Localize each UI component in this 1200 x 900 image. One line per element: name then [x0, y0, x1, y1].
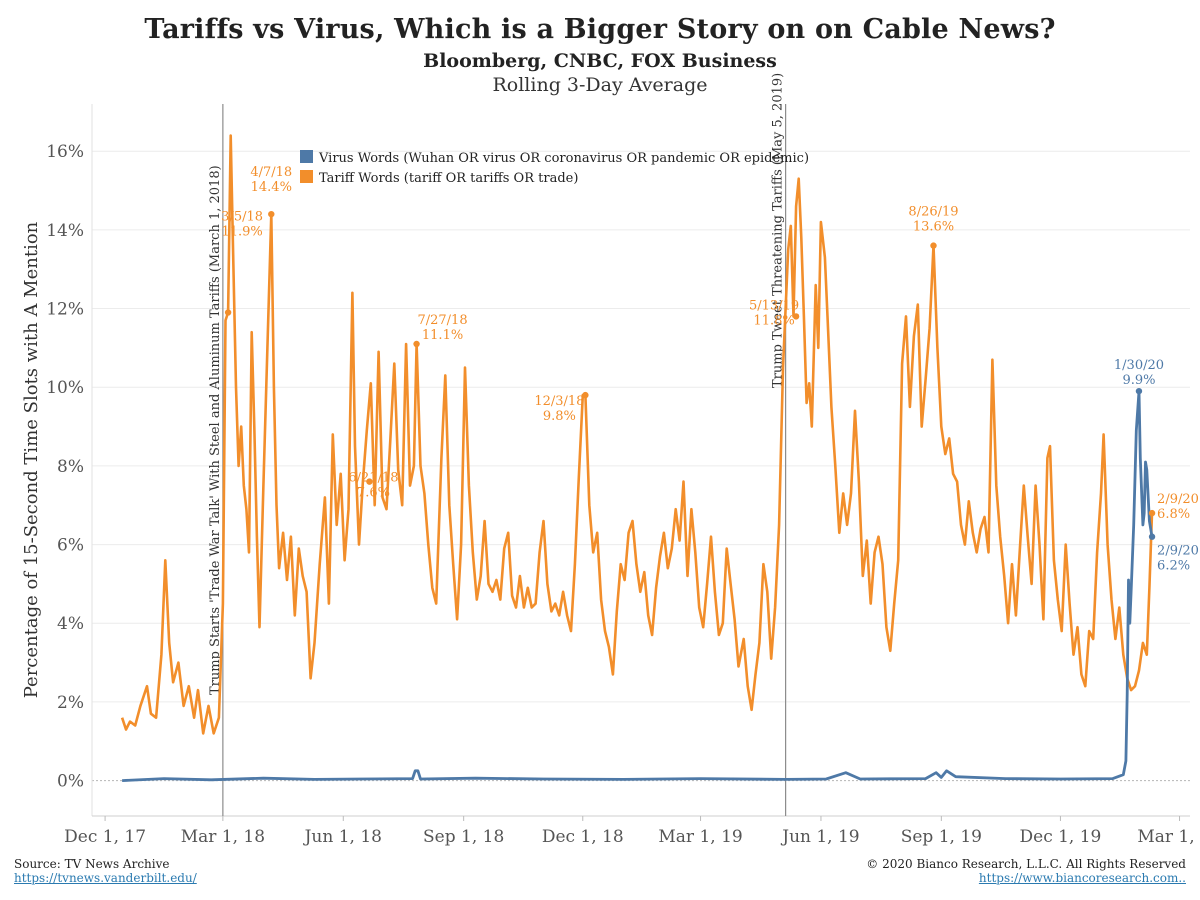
tariff-annotation-point	[268, 210, 275, 218]
copyright-text: © 2020 Bianco Research, L.L.C. All Right…	[866, 857, 1186, 871]
y-tick-label: 4%	[57, 614, 84, 634]
y-tick-label: 2%	[57, 693, 84, 713]
annotation-value-label: 11.8%	[753, 313, 794, 328]
legend-swatch	[300, 170, 313, 183]
x-tick-label: Dec 1, 18	[542, 827, 624, 847]
annotation-date-label: 3/5/18	[221, 209, 263, 224]
tariff-annotation-point	[582, 391, 589, 399]
chart-subtitle: Bloomberg, CNBC, FOX Business	[423, 50, 777, 72]
annotation-value-label: 11.1%	[422, 328, 463, 343]
tariff-annotation-point	[792, 313, 800, 320]
annotation-value-label: 14.4%	[251, 180, 292, 195]
reference-line-label: Trump Tweet Threatening Tariffs (May 5, …	[771, 73, 786, 388]
x-tick-label: Dec 1, 19	[1020, 827, 1102, 847]
x-tick-label: Jun 1, 18	[303, 827, 382, 847]
annotation-date-label: 6/21/18	[348, 471, 398, 486]
annotation-date-label: 4/7/18	[250, 165, 292, 180]
virus-annotation-point	[1135, 387, 1143, 395]
tariff-series-line	[120, 134, 1154, 735]
annotation-date-label: 12/3/18	[534, 394, 584, 409]
legend-entry: Virus Words (Wuhan OR virus OR coronavir…	[318, 151, 809, 166]
tariff-annotation-point	[366, 478, 373, 485]
x-tick-label: Mar 1, 20	[1137, 827, 1200, 847]
annotation-value-label: 9.9%	[1122, 373, 1155, 388]
annotation-date-label: 8/26/19	[908, 205, 958, 220]
annotation-value-label: 9.8%	[543, 409, 576, 424]
annotation-date-label: 1/30/20	[1114, 358, 1164, 373]
annotation-date-label: 5/13/19	[749, 298, 799, 313]
tariff-annotation-point	[1148, 509, 1156, 517]
legend-swatch	[300, 150, 313, 163]
y-tick-label: 0%	[57, 772, 84, 792]
x-tick-label: Sep 1, 19	[901, 827, 982, 847]
annotation-date-label: 2/9/20	[1157, 544, 1199, 559]
tariff-annotation-point	[930, 242, 937, 249]
virus-series-line	[122, 389, 1154, 782]
annotation-date-label: 7/27/18	[417, 313, 467, 328]
source-link[interactable]: https://tvnews.vanderbilt.edu/	[14, 871, 197, 885]
annotation-value-label: 6.2%	[1157, 559, 1190, 574]
annotation-date-label: 2/9/20	[1157, 492, 1199, 507]
tariff-annotation-point	[224, 309, 232, 316]
annotation-value-label: 13.6%	[913, 220, 954, 235]
virus-annotation-point	[1148, 533, 1156, 540]
annotation-value-label: 7.6%	[357, 486, 390, 501]
x-tick-label: Mar 1, 18	[181, 827, 265, 847]
reference-line-label: Trump Starts 'Trade War Talk' With Steel…	[208, 165, 223, 695]
y-tick-label: 8%	[57, 457, 84, 477]
legend-entry: Tariff Words (tariff OR tariffs OR trade…	[319, 171, 578, 186]
x-tick-label: Sep 1, 18	[423, 827, 504, 847]
x-tick-label: Dec 1, 17	[64, 827, 146, 847]
x-tick-label: Mar 1, 19	[658, 827, 742, 847]
tariff-annotation-point	[413, 340, 420, 348]
y-tick-label: 14%	[46, 221, 84, 241]
y-tick-label: 10%	[46, 378, 84, 398]
chart-title: Tariffs vs Virus, Which is a Bigger Stor…	[144, 14, 1056, 45]
y-tick-label: 16%	[46, 142, 84, 162]
chart-subtitle-rolling: Rolling 3-Day Average	[492, 74, 708, 96]
y-tick-label: 12%	[46, 300, 84, 320]
y-tick-label: 6%	[57, 536, 84, 556]
y-axis-title: Percentage of 15-Second Time Slots with …	[21, 221, 42, 698]
source-label: Source: TV News Archive	[14, 857, 170, 871]
annotation-value-label: 11.9%	[221, 224, 262, 239]
x-tick-label: Jun 1, 19	[780, 827, 859, 847]
annotation-value-label: 6.8%	[1157, 507, 1190, 522]
website-link[interactable]: https://www.biancoresearch.com..	[978, 871, 1186, 885]
